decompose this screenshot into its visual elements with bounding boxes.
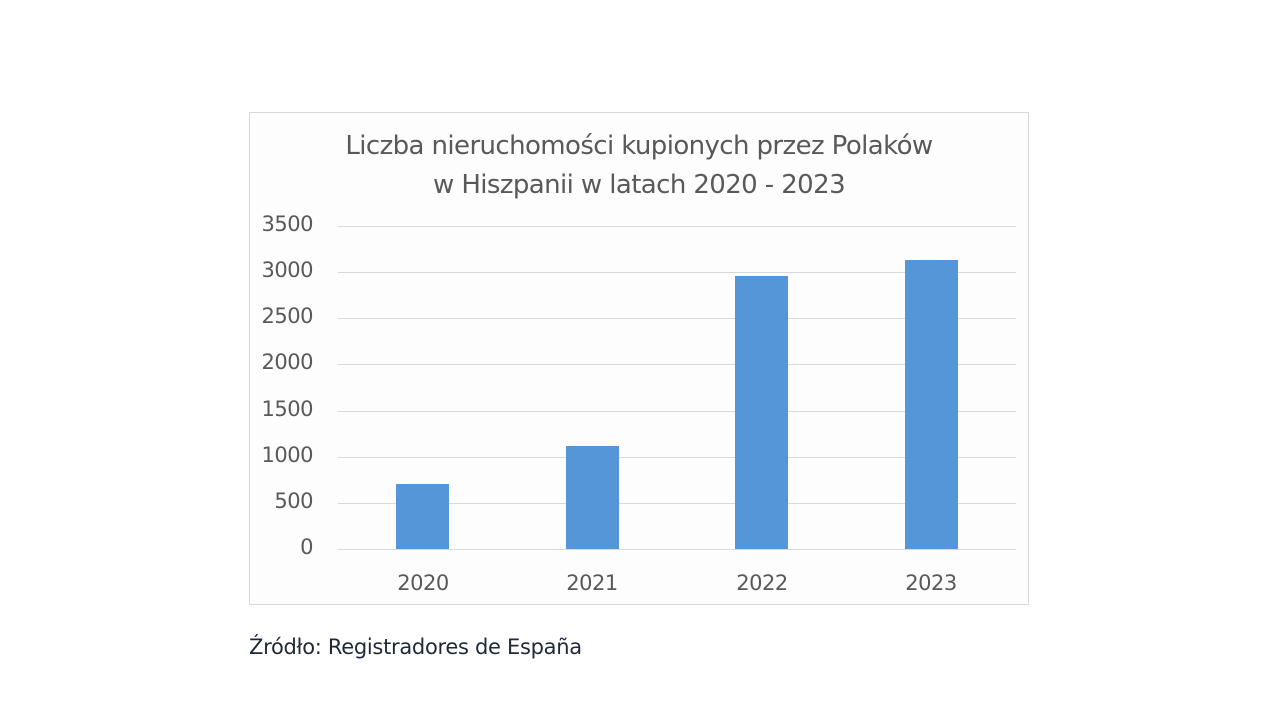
y-tick-label: 2500	[261, 304, 314, 328]
gridline	[338, 272, 1016, 273]
chart-frame: Liczba nieruchomości kupionych przez Pol…	[249, 112, 1029, 605]
bar-2023	[905, 260, 958, 549]
x-tick-label: 2021	[566, 571, 618, 595]
y-tick-label: 3000	[261, 258, 314, 282]
gridline	[338, 411, 1016, 412]
bar-2020	[396, 484, 449, 549]
chart-title-line-1: Liczba nieruchomości kupionych przez Pol…	[345, 131, 933, 161]
bar-2021	[566, 446, 619, 549]
x-tick-label: 2020	[397, 571, 449, 595]
y-tick-label: 2000	[261, 350, 314, 374]
x-tick-label: 2023	[905, 571, 957, 595]
y-tick-label: 3500	[261, 212, 314, 236]
gridline	[338, 318, 1016, 319]
chart-title: Liczba nieruchomości kupionych przez Pol…	[250, 127, 1028, 205]
source-note: Źródło: Registradores de España	[249, 635, 582, 659]
gridline	[338, 503, 1016, 504]
y-tick-label: 1500	[261, 397, 314, 421]
gridline	[338, 364, 1016, 365]
y-tick-label: 0	[300, 535, 313, 559]
y-tick-label: 1000	[261, 443, 314, 467]
x-tick-label: 2022	[736, 571, 788, 595]
gridline	[338, 226, 1016, 227]
bar-2022	[735, 276, 788, 549]
chart-title-line-2: w Hiszpanii w latach 2020 - 2023	[432, 170, 846, 200]
y-tick-label: 500	[274, 489, 313, 513]
gridline	[338, 457, 1016, 458]
gridline	[338, 549, 1016, 550]
